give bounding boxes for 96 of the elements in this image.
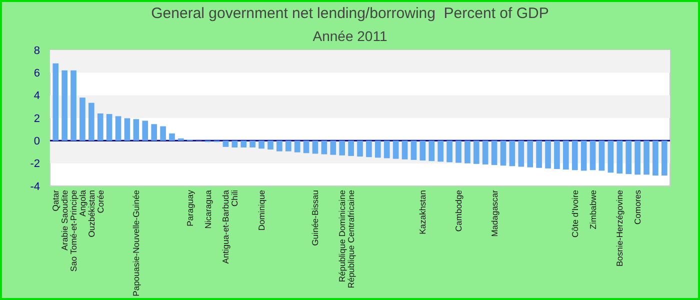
x-tick-label: Cambodge [453, 190, 464, 232]
bar [420, 140, 426, 160]
bar [554, 140, 560, 169]
bar [250, 140, 256, 148]
y-tick-label: -2 [30, 158, 40, 170]
bar [384, 140, 390, 158]
bar [634, 140, 640, 175]
y-tick-label: 2 [34, 112, 40, 125]
bar [151, 124, 157, 141]
y-tick-label: 4 [34, 90, 40, 102]
y-tick-label: 6 [34, 68, 40, 80]
bar [303, 140, 310, 154]
bar [348, 140, 354, 156]
bar [580, 140, 587, 171]
bar [410, 140, 417, 160]
bar [285, 140, 292, 152]
bar [133, 119, 140, 141]
y-tick-label: 0 [34, 136, 40, 148]
bar [482, 140, 488, 164]
bar [374, 140, 381, 158]
bar [294, 140, 300, 152]
bar [339, 140, 346, 156]
bar [464, 140, 470, 164]
bar [428, 140, 435, 162]
x-tick-label: Comores [632, 190, 643, 224]
bar [169, 133, 175, 141]
bar [500, 140, 506, 166]
bar [598, 140, 605, 171]
bar [62, 70, 68, 141]
bar [661, 140, 668, 176]
bar [115, 116, 122, 141]
x-tick-label: Angola [77, 190, 88, 216]
bar [80, 98, 86, 141]
bar [402, 140, 408, 160]
x-tick-label: République Centrafricaine [346, 190, 356, 288]
x-tick-label: Corée [95, 190, 106, 214]
bar [491, 140, 498, 166]
bar [608, 140, 614, 173]
bar [106, 114, 112, 141]
bar [232, 140, 238, 148]
bar [160, 126, 166, 141]
bar [652, 140, 658, 176]
x-tick-label: Qatar [50, 190, 61, 212]
x-tick-label: Antigua-et-Barbuda [220, 190, 231, 264]
bar [545, 140, 551, 168]
x-tick-label: Paraguay [184, 189, 195, 226]
x-tick-label: Guinée-Bissau [310, 190, 320, 246]
x-tick-label: Côte d'Ivoire [570, 190, 580, 238]
bar [258, 140, 264, 149]
bar [142, 120, 148, 141]
bar [330, 140, 336, 155]
bar [97, 113, 104, 141]
x-tick-label: Kazakhstan [418, 190, 428, 234]
x-tick-label: Papouasie-Nouvelle-Guinée [131, 190, 142, 296]
bar [644, 140, 650, 175]
bar [456, 140, 462, 163]
bar [563, 140, 569, 170]
y-tick-label: 8 [34, 44, 40, 57]
chart-subtitle: Année 2011 [312, 28, 388, 44]
bar [572, 140, 578, 170]
bar [626, 140, 632, 174]
bar [276, 140, 282, 152]
bar [616, 140, 623, 174]
bar [88, 102, 94, 141]
bar [366, 140, 372, 158]
x-tick-label: Chili [230, 190, 240, 207]
bar [321, 140, 328, 154]
bar [446, 140, 452, 162]
bar [509, 140, 516, 166]
bar [312, 140, 318, 154]
bar [268, 140, 274, 150]
x-tick-label: Ouzbékistan [86, 190, 96, 238]
bar [222, 140, 229, 147]
bar [124, 118, 130, 141]
bar [438, 140, 444, 162]
bar [357, 140, 363, 157]
chart-title: General government net lending/borrowing Percent of GDP [151, 5, 549, 22]
bar [52, 63, 59, 141]
bar [527, 140, 534, 168]
bar [536, 140, 542, 168]
x-tick-label: Arabie Saoudite [60, 190, 70, 250]
y-tick-label: -4 [30, 180, 40, 193]
bar [70, 70, 76, 141]
bar [392, 140, 399, 159]
bar [473, 140, 480, 164]
x-tick-label: Zimbabwe [588, 190, 598, 230]
x-tick-label: Madagascar [489, 190, 500, 237]
bar [240, 140, 247, 148]
x-tick-label: Dominique [256, 190, 266, 231]
bar [178, 138, 184, 141]
x-tick-label: Bosnie-Herzégovine [614, 190, 625, 267]
x-tick-label: Nicaragua [202, 190, 213, 229]
x-tick-label: République Dominicaine [337, 190, 348, 282]
bar [590, 140, 596, 170]
x-tick-label: Sao Tomé-et-Principe [68, 190, 78, 272]
bar [518, 140, 524, 167]
